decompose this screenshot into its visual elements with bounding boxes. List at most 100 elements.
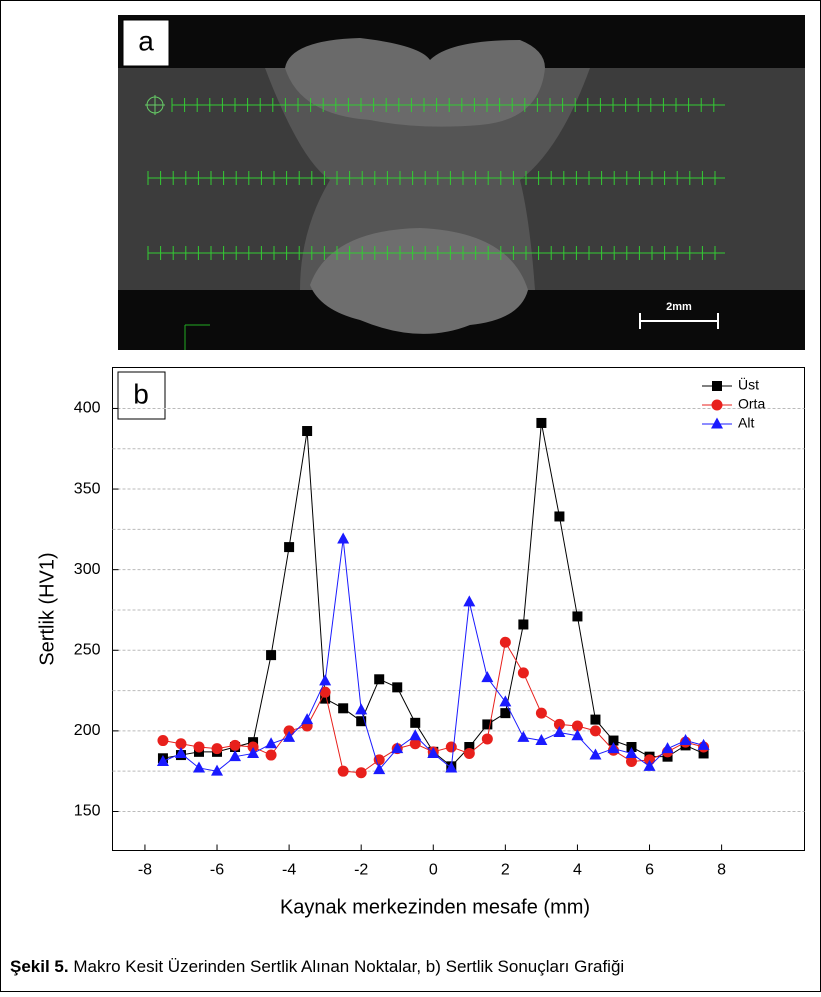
x-tick-label: 0 (429, 862, 438, 879)
marker (463, 747, 475, 759)
panel-a-label: a (138, 25, 154, 56)
marker (517, 730, 530, 742)
marker (553, 718, 565, 730)
y-axis-label: Sertlik (HV1) (36, 552, 58, 665)
marker (266, 650, 277, 661)
marker (391, 742, 404, 754)
marker (608, 735, 619, 746)
marker (211, 743, 223, 755)
marker (392, 682, 403, 693)
marker (427, 746, 440, 758)
marker (319, 686, 331, 698)
marker (626, 756, 637, 768)
marker (373, 754, 385, 766)
y-tick-label: 250 (74, 641, 101, 658)
marker (175, 738, 187, 750)
marker (338, 703, 349, 714)
marker (374, 674, 385, 685)
x-tick-label: -6 (210, 862, 224, 879)
marker (518, 619, 529, 630)
caption-bold: Şekil 5. (10, 957, 69, 976)
x-tick-label: 6 (645, 862, 654, 879)
caption: Şekil 5. Makro Kesit Üzerinden Sertlik A… (10, 957, 624, 976)
x-tick-label: -4 (282, 862, 296, 879)
marker (572, 611, 583, 622)
y-tick-label: 200 (74, 722, 101, 739)
x-axis-label: Kaynak merkezinden mesafe (mm) (280, 896, 590, 918)
marker (157, 735, 169, 747)
marker (625, 746, 638, 758)
marker (481, 671, 494, 683)
panel-b-box (117, 371, 166, 420)
marker (589, 725, 601, 737)
marker (211, 764, 224, 776)
marker (698, 748, 709, 759)
marker (607, 742, 620, 754)
scale-bar-label: 2mm (666, 301, 692, 313)
marker (464, 742, 475, 752)
marker (355, 703, 368, 715)
marker (482, 719, 493, 730)
marker (445, 761, 458, 773)
legend-marker (712, 381, 722, 391)
y-tick-label: 400 (74, 400, 101, 417)
marker (517, 667, 529, 679)
marker (590, 714, 601, 725)
marker (284, 542, 295, 553)
marker (247, 746, 260, 758)
legend-label: Orta (738, 396, 765, 412)
marker (499, 636, 511, 648)
x-tick-label: -8 (138, 862, 152, 879)
marker (445, 741, 457, 753)
marker (193, 741, 205, 753)
marker (463, 595, 476, 607)
marker (643, 759, 656, 771)
legend-label: Üst (738, 376, 759, 393)
marker (337, 532, 350, 544)
plot-frame (112, 367, 805, 851)
x-tick-label: 2 (501, 862, 510, 879)
marker (554, 511, 565, 522)
marker (174, 746, 187, 758)
marker (355, 767, 367, 779)
marker (283, 730, 296, 742)
marker (356, 716, 367, 727)
y-tick-label: 300 (74, 561, 101, 578)
marker (319, 674, 332, 686)
marker (337, 765, 349, 777)
marker (229, 739, 241, 751)
x-tick-label: 4 (573, 862, 582, 879)
marker (536, 417, 547, 428)
marker (571, 720, 583, 732)
marker (661, 742, 674, 754)
series-line (162, 422, 704, 768)
marker (571, 729, 584, 741)
marker (679, 734, 692, 746)
marker (410, 717, 421, 728)
legend-marker (711, 399, 723, 411)
series-line (162, 538, 704, 772)
legend-marker (711, 417, 723, 429)
x-tick-label: 8 (717, 862, 726, 879)
marker (409, 729, 422, 741)
marker (229, 750, 242, 762)
marker (499, 695, 512, 707)
x-tick-label: -2 (354, 862, 368, 879)
marker (301, 713, 314, 725)
y-tick-label: 150 (74, 803, 101, 820)
marker (500, 708, 511, 719)
marker (589, 748, 602, 760)
marker (156, 755, 169, 767)
marker (535, 734, 548, 746)
marker (535, 707, 547, 719)
marker (320, 693, 331, 704)
marker (481, 733, 493, 745)
panel-b-label: b (133, 378, 149, 409)
macro-photo (118, 15, 805, 350)
marker (265, 749, 277, 761)
y-tick-label: 350 (74, 480, 101, 497)
caption-text: Makro Kesit Üzerinden Sertlik Alınan Nok… (69, 957, 625, 976)
marker (373, 763, 386, 775)
marker (193, 761, 205, 773)
